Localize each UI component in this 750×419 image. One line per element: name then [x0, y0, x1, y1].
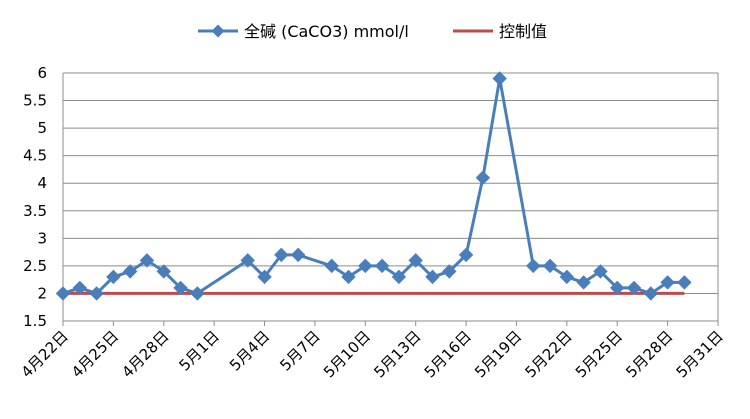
data-point	[173, 280, 188, 296]
data-point	[122, 264, 138, 279]
x-tick-label: 5月19日	[471, 327, 525, 381]
data-point	[559, 269, 575, 285]
x-tick-label: 5月16日	[421, 327, 475, 381]
data-point	[290, 247, 306, 263]
data-point	[492, 71, 507, 86]
data-point	[610, 280, 625, 296]
data-point	[72, 280, 88, 296]
data-point	[542, 258, 558, 274]
x-tick-label: 5月7日	[276, 327, 323, 374]
data-point	[626, 280, 642, 296]
x-tick-label: 5月25日	[572, 327, 626, 381]
data-point	[458, 247, 474, 263]
x-tick-label: 5月22日	[521, 327, 575, 381]
data-point	[643, 286, 659, 301]
data-point	[677, 275, 692, 290]
legend: 全碱 (CaCO3) mmol/l 控制值	[198, 22, 547, 41]
y-tick-label: 2.5	[23, 257, 47, 275]
axes	[62, 73, 719, 326]
data-point	[442, 264, 457, 279]
y-tick-label: 5.5	[23, 92, 47, 110]
data-point	[660, 275, 675, 290]
y-tick-label: 5	[37, 119, 47, 137]
x-tick-label: 5月10日	[320, 327, 374, 381]
data-point	[526, 258, 541, 274]
x-tick-label: 5月31日	[673, 327, 727, 381]
x-tick-label: 5月28日	[622, 327, 676, 381]
y-tick-label: 3.5	[23, 202, 47, 220]
data-point	[593, 264, 608, 279]
series-0	[55, 71, 692, 301]
data-point	[324, 258, 339, 274]
data-point	[55, 286, 71, 301]
y-tick-label: 6	[37, 64, 47, 82]
data-point	[341, 269, 356, 285]
x-tick-label: 5月13日	[370, 327, 424, 381]
data-point	[274, 247, 289, 263]
x-tick-label: 5月4日	[226, 327, 273, 374]
data-point	[408, 253, 423, 268]
y-tick-label: 2	[37, 284, 47, 302]
data-point	[358, 258, 373, 274]
data-point	[240, 253, 255, 268]
x-tick-label: 5月1日	[176, 327, 223, 374]
data-point	[106, 269, 121, 285]
data-point	[391, 269, 407, 285]
data-point	[257, 269, 272, 285]
data-point	[425, 269, 440, 285]
series-line	[62, 77, 685, 295]
data-point	[139, 253, 155, 268]
data-point	[576, 275, 591, 290]
data-point	[156, 264, 171, 279]
legend-label: 控制值	[499, 22, 547, 41]
legend-marker	[211, 24, 225, 38]
y-tick-label: 4.5	[23, 147, 47, 165]
y-tick-label: 4	[37, 174, 47, 192]
y-tick-labels: 1.5 2 2.5 3 3.5 4 4.5 5 5.5 6	[23, 64, 47, 330]
data-point	[374, 258, 390, 274]
y-tick-label: 1.5	[23, 312, 47, 330]
data-point	[89, 286, 104, 301]
legend-label: 全碱 (CaCO3) mmol/l	[244, 22, 409, 41]
x-tick-label: 4月25日	[68, 327, 122, 381]
y-tick-label: 3	[37, 229, 47, 247]
series	[55, 71, 692, 301]
x-tick-label: 4月28日	[118, 327, 172, 381]
data-point	[475, 170, 491, 185]
data-point	[190, 286, 205, 301]
x-tick-label: 4月22日	[18, 327, 72, 381]
